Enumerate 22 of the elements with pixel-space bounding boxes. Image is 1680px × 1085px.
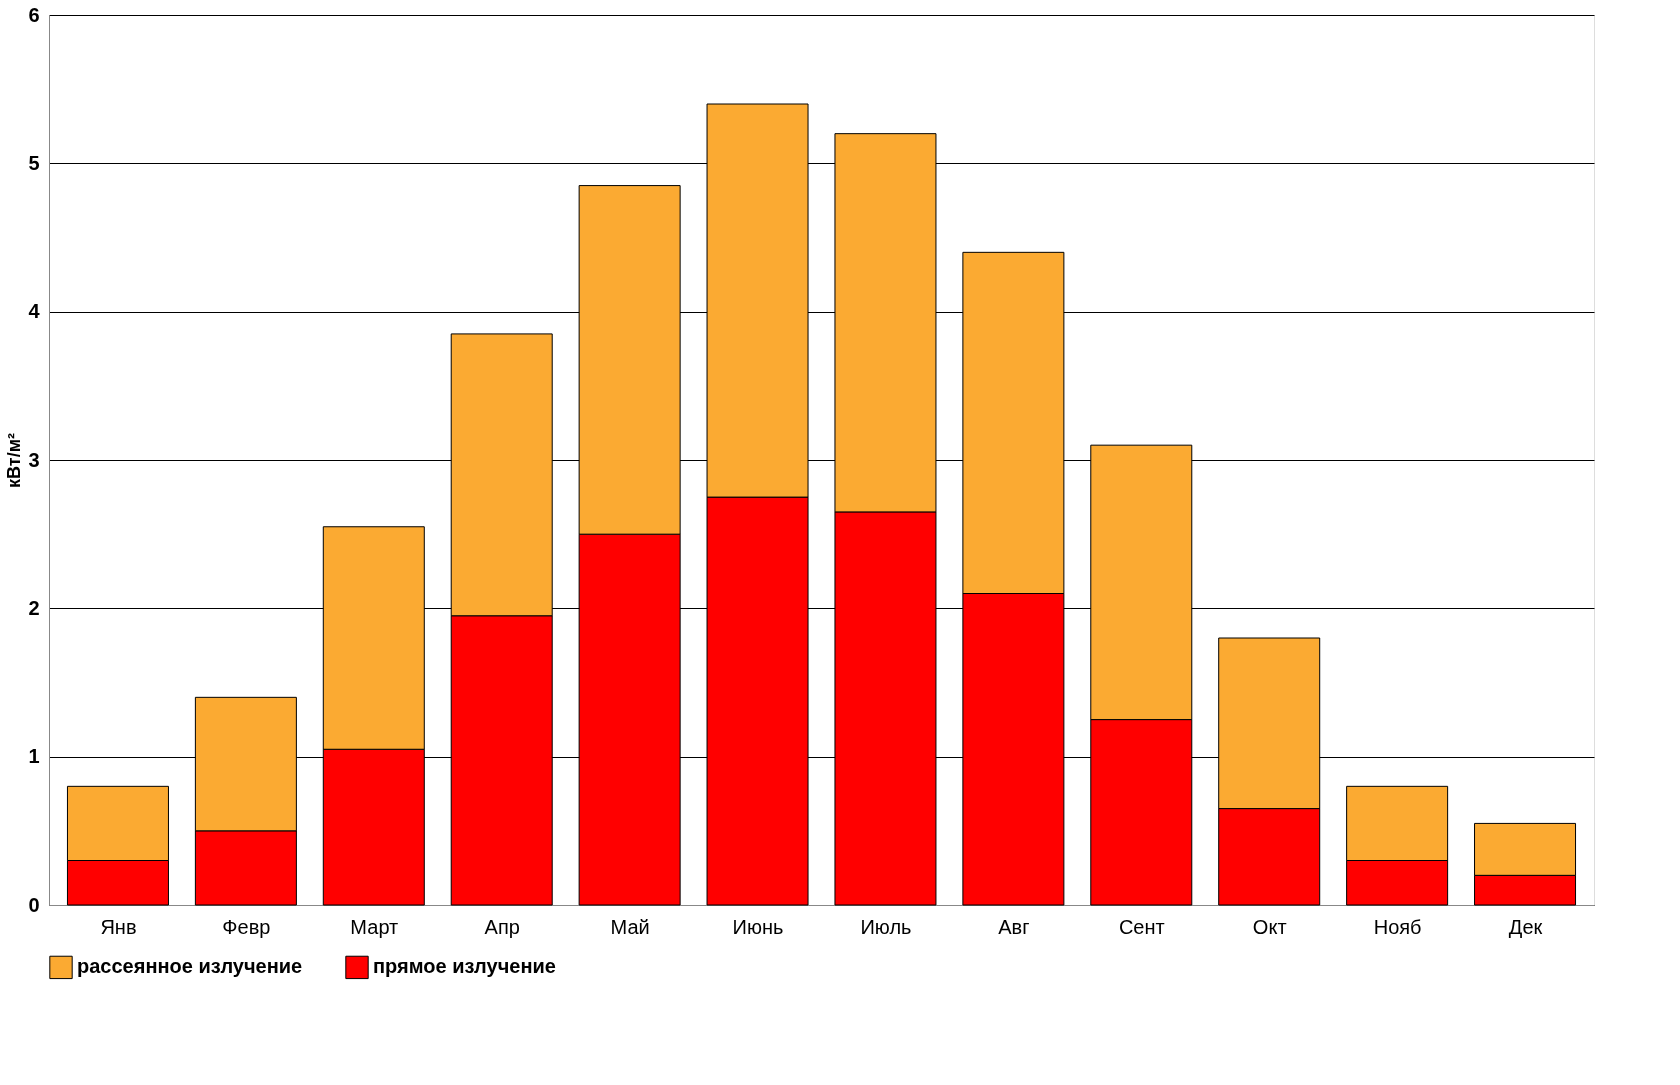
x-tick-label: Май (610, 915, 650, 938)
x-tick-label: Февр (222, 915, 271, 938)
y-tick-label: 3 (28, 448, 40, 471)
y-tick-label: 4 (28, 300, 41, 323)
y-tick-label: 1 (28, 745, 40, 768)
legend-label: рассеянное излучение (77, 955, 303, 978)
legend-label: прямое излучение (373, 955, 556, 978)
x-tick-label: Янв (100, 915, 137, 938)
y-tick-label: 2 (28, 596, 40, 619)
x-tick-label: Авг (998, 915, 1030, 938)
y-tick-label: 5 (28, 151, 40, 174)
x-tick-label: Март (350, 915, 399, 938)
x-tick-label: Окт (1252, 915, 1287, 938)
y-axis-title: кВт/м² (4, 433, 25, 488)
y-tick-label: 0 (28, 893, 40, 916)
y-tick-label: 6 (28, 3, 40, 26)
x-tick-label: Сент (1118, 915, 1165, 938)
x-tick-label: Нояб (1373, 915, 1422, 938)
x-tick-label: Апр (484, 915, 520, 938)
x-tick-label: Июнь (732, 915, 784, 938)
x-tick-label: Июль (860, 915, 912, 938)
x-tick-label: Дек (1508, 915, 1543, 938)
